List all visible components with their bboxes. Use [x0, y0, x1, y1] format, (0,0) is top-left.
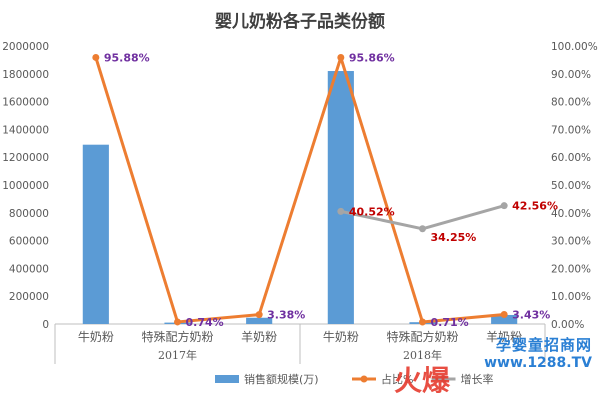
- line-point: [419, 225, 426, 233]
- y-left-tick-label: 800000: [9, 208, 49, 220]
- bar: [327, 71, 354, 325]
- bar: [82, 144, 109, 324]
- y-left-tick-label: 1000000: [2, 180, 49, 192]
- y-left-tick-label: 400000: [9, 263, 49, 275]
- y-right-tick-label: 80.00%: [551, 97, 591, 109]
- legend-swatch: [215, 375, 239, 383]
- line-path: [94, 56, 505, 324]
- bar: [491, 314, 518, 324]
- x-tick-label: 羊奶粉: [486, 329, 522, 344]
- legend-label: 销售额规模(万): [244, 372, 319, 386]
- line-point: [337, 207, 345, 215]
- x-tick-label: 特殊配方奶粉: [141, 329, 213, 344]
- data-label: 40.52%: [349, 205, 395, 218]
- axes: 0 200000 400000 600000 800000 1000000 1200000 1…: [2, 41, 598, 364]
- x-group-label: 2017年: [158, 348, 197, 362]
- bar: [246, 317, 273, 324]
- data-label: 95.86%: [349, 52, 395, 65]
- y-right-tick-label: 10.00%: [551, 291, 591, 303]
- y-right-tick-label: 20.00%: [551, 263, 591, 275]
- legend-swatch-marker: [440, 375, 447, 383]
- line-series: [92, 53, 508, 326]
- data-label: 3.43%: [512, 308, 550, 321]
- line-point: [255, 311, 263, 319]
- data-label: 0.71%: [431, 316, 469, 329]
- y-right-tick-label: 60.00%: [551, 152, 591, 164]
- chart-title: 婴儿奶粉各子品类份额: [215, 11, 385, 32]
- y-right-tick-label: 50.00%: [551, 180, 591, 192]
- data-labels: 95.88% 0.74% 3.38% 95.86% 0.71% 3.43% 40.52% 34…: [104, 51, 558, 329]
- y-left-tick-label: 200000: [9, 291, 49, 303]
- data-label: 0.74%: [186, 316, 224, 329]
- y-left-tick-label: 0: [42, 319, 49, 331]
- y-left-tick-label: 2000000: [2, 41, 49, 53]
- y-left-tick-label: 1400000: [2, 124, 49, 136]
- x-group-label: 2018年: [403, 348, 442, 362]
- y-right-tick-label: 0.00%: [551, 319, 584, 331]
- x-tick-label: 牛奶粉: [78, 329, 114, 344]
- y-right-tick-label: 100.00%: [551, 41, 598, 53]
- legend-label: 占比%: [381, 372, 413, 386]
- y-right-tick-label: 40.00%: [551, 208, 591, 220]
- line-point: [500, 310, 508, 318]
- line-point: [419, 318, 426, 326]
- line-point: [337, 54, 345, 62]
- bar-series: [82, 71, 518, 325]
- x-tick-label: 牛奶粉: [323, 329, 359, 344]
- y-right-tick-label: 70.00%: [551, 124, 591, 136]
- x-tick-label: 羊奶粉: [241, 329, 277, 344]
- x-tick-label: 特殊配方奶粉: [386, 329, 458, 344]
- line-point: [92, 53, 100, 61]
- y-left-tick-label: 1600000: [2, 97, 49, 109]
- data-label: 3.38%: [267, 309, 305, 322]
- data-label: 34.25%: [431, 231, 477, 244]
- legend-swatch-marker: [360, 375, 368, 383]
- y-right-tick-label: 30.00%: [551, 236, 591, 248]
- y-left-tick-label: 600000: [9, 236, 49, 248]
- line-point: [500, 202, 508, 210]
- legend-label: 增长率: [461, 372, 494, 386]
- line-point: [174, 318, 181, 326]
- legend: 销售额规模(万) 占比% 增长率: [215, 372, 494, 386]
- y-right-tick-label: 90.00%: [551, 69, 591, 81]
- y-left-tick-label: 1200000: [2, 152, 49, 164]
- y-left-tick-label: 1800000: [2, 69, 49, 81]
- data-label: 95.88%: [104, 51, 150, 64]
- watermark-logo: 火爆: [393, 364, 450, 397]
- data-label: 42.56%: [512, 200, 558, 213]
